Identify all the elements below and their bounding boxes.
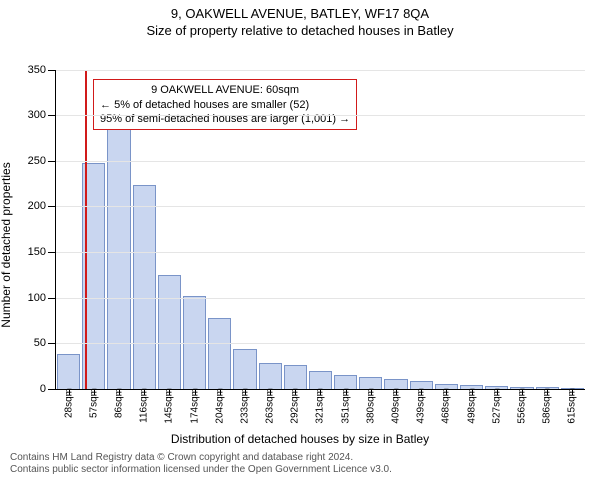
bar-slot: 615sqm (560, 70, 585, 389)
y-tick-label: 50 (34, 337, 46, 349)
bar-slot: 556sqm (509, 70, 534, 389)
y-tick-label: 200 (28, 200, 46, 212)
y-tick-label: 350 (28, 64, 46, 76)
x-tick-label: 586sqm (542, 388, 553, 424)
x-tick-label: 57sqm (88, 388, 99, 418)
footer-line1: Contains HM Land Registry data © Crown c… (10, 452, 590, 465)
chart-container: Number of detached properties 28sqm57sqm… (0, 40, 600, 450)
bar-slot: 498sqm (459, 70, 484, 389)
y-tick (48, 298, 56, 299)
grid-line (56, 298, 585, 299)
x-tick-label: 233sqm (239, 388, 250, 424)
grid-line (56, 252, 585, 253)
grid-line (56, 206, 585, 207)
y-tick (48, 252, 56, 253)
bar (334, 375, 357, 389)
y-tick-label: 0 (40, 383, 46, 395)
page-title-line1: 9, OAKWELL AVENUE, BATLEY, WF17 8QA (0, 6, 600, 23)
y-axis-label: Number of detached properties (0, 162, 13, 327)
y-tick (48, 343, 56, 344)
bar-slot: 468sqm (434, 70, 459, 389)
x-tick-label: 439sqm (416, 388, 427, 424)
x-tick-label: 556sqm (516, 388, 527, 424)
y-tick (48, 206, 56, 207)
bar (359, 377, 382, 389)
bar-slot: 28sqm (56, 70, 81, 389)
y-tick-label: 250 (28, 155, 46, 167)
bar (208, 318, 231, 389)
grid-line (56, 161, 585, 162)
bar (233, 349, 256, 389)
y-tick-label: 150 (28, 246, 46, 258)
footer-line2: Contains public sector information licen… (10, 464, 590, 477)
bar-slot: 527sqm (484, 70, 509, 389)
grid-line (56, 115, 585, 116)
footer: Contains HM Land Registry data © Crown c… (0, 450, 600, 477)
x-tick-label: 527sqm (491, 388, 502, 424)
annotation-line: 95% of semi-detached houses are larger (… (100, 112, 350, 126)
y-tick (48, 389, 56, 390)
subject-marker-line (85, 70, 87, 389)
x-tick-label: 351sqm (340, 388, 351, 424)
bar (133, 185, 156, 388)
bar-slot: 586sqm (535, 70, 560, 389)
y-tick-label: 300 (28, 109, 46, 121)
x-tick-label: 145sqm (164, 388, 175, 424)
bar (158, 275, 181, 389)
bar-slot: 380sqm (358, 70, 383, 389)
y-tick (48, 70, 56, 71)
x-tick-label: 174sqm (189, 388, 200, 424)
page-title-line2: Size of property relative to detached ho… (0, 23, 600, 40)
x-tick-label: 86sqm (113, 388, 124, 418)
x-tick-label: 204sqm (214, 388, 225, 424)
x-tick-label: 615sqm (567, 388, 578, 424)
x-tick-label: 380sqm (365, 388, 376, 424)
x-tick-label: 409sqm (391, 388, 402, 424)
y-tick (48, 115, 56, 116)
bar (259, 363, 282, 389)
plot-area: 28sqm57sqm86sqm116sqm145sqm174sqm204sqm2… (55, 70, 585, 390)
annotation-line: ← 5% of detached houses are smaller (52) (100, 98, 350, 112)
annotation-line: 9 OAKWELL AVENUE: 60sqm (100, 83, 350, 97)
x-tick-label: 498sqm (466, 388, 477, 424)
x-tick-label: 292sqm (290, 388, 301, 424)
x-tick-label: 28sqm (63, 388, 74, 418)
x-tick-label: 321sqm (315, 388, 326, 424)
x-axis-label: Distribution of detached houses by size … (0, 432, 600, 446)
grid-line (56, 70, 585, 71)
bar (284, 365, 307, 389)
grid-line (56, 343, 585, 344)
x-tick-label: 116sqm (139, 388, 150, 423)
x-tick-label: 263sqm (265, 388, 276, 424)
bar (57, 354, 80, 389)
bar (309, 371, 332, 388)
x-tick-label: 468sqm (441, 388, 452, 424)
y-tick-label: 100 (28, 292, 46, 304)
y-tick (48, 161, 56, 162)
bar-slot: 439sqm (409, 70, 434, 389)
bar-slot: 409sqm (383, 70, 408, 389)
title-block: 9, OAKWELL AVENUE, BATLEY, WF17 8QA Size… (0, 0, 600, 40)
annotation-box: 9 OAKWELL AVENUE: 60sqm← 5% of detached … (93, 79, 357, 130)
